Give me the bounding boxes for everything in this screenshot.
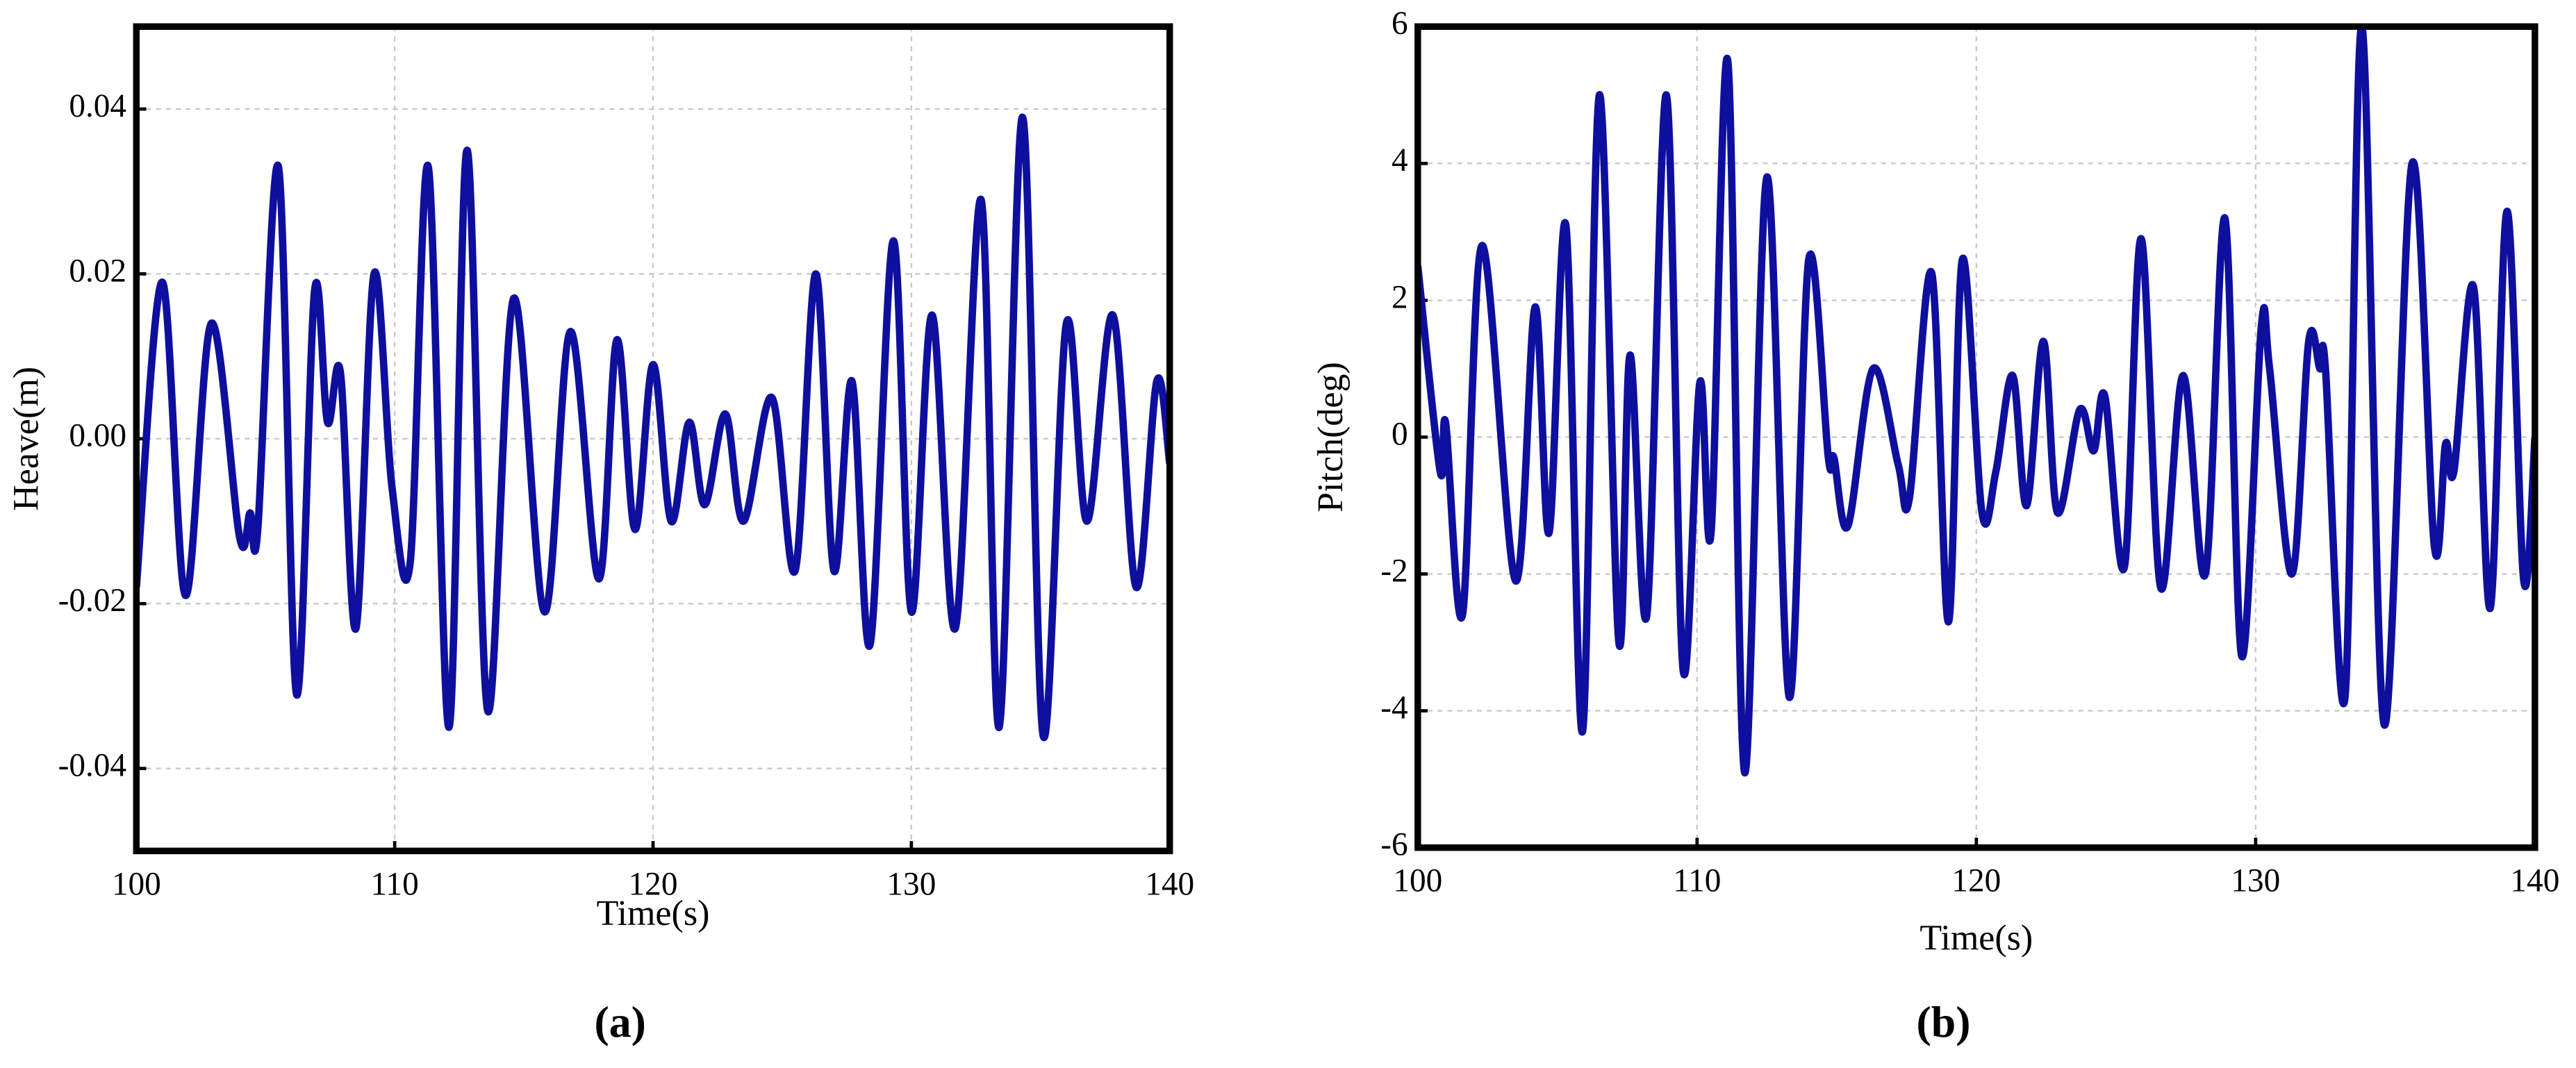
y-tick-label: 0.04 <box>69 88 126 124</box>
data-line <box>1417 26 2535 776</box>
y-axis-label: Pitch(deg) <box>1311 362 1351 512</box>
plot-frame <box>1414 23 2538 851</box>
x-tick-label: 110 <box>1673 863 1721 899</box>
y-tick-label: -2 <box>1380 553 1407 589</box>
x-axis-label: Time(s) <box>597 894 710 933</box>
y-tick-label: 0.02 <box>69 253 126 289</box>
y-tick-label: -6 <box>1380 827 1407 863</box>
x-tick-label: 140 <box>2510 863 2559 899</box>
y-tick-label: -4 <box>1380 690 1407 726</box>
caption: (b) <box>1917 997 1971 1046</box>
data-line <box>136 113 1170 742</box>
x-tick-label: 120 <box>629 866 678 902</box>
y-tick-label: 0 <box>1392 416 1408 452</box>
x-tick-label: 120 <box>1951 863 2001 899</box>
x-tick-label: 100 <box>112 866 161 902</box>
y-tick-label: -0.04 <box>58 748 126 784</box>
y-tick-label: 0.00 <box>69 418 126 454</box>
caption: (a) <box>594 997 645 1046</box>
y-tick-label: 6 <box>1392 6 1408 42</box>
y-tick-label: 4 <box>1392 142 1408 178</box>
y-tick-label: 2 <box>1392 279 1408 315</box>
y-axis-label: Heave(m) <box>7 367 47 511</box>
x-tick-label: 130 <box>2231 863 2280 899</box>
x-tick-label: 140 <box>1145 866 1194 902</box>
plot-frame <box>133 23 1173 855</box>
x-tick-label: 100 <box>1393 863 1442 899</box>
x-axis-label: Time(s) <box>1919 918 2033 958</box>
x-tick-label: 110 <box>371 866 419 902</box>
y-tick-label: -0.02 <box>58 583 126 619</box>
x-tick-label: 130 <box>886 866 936 902</box>
